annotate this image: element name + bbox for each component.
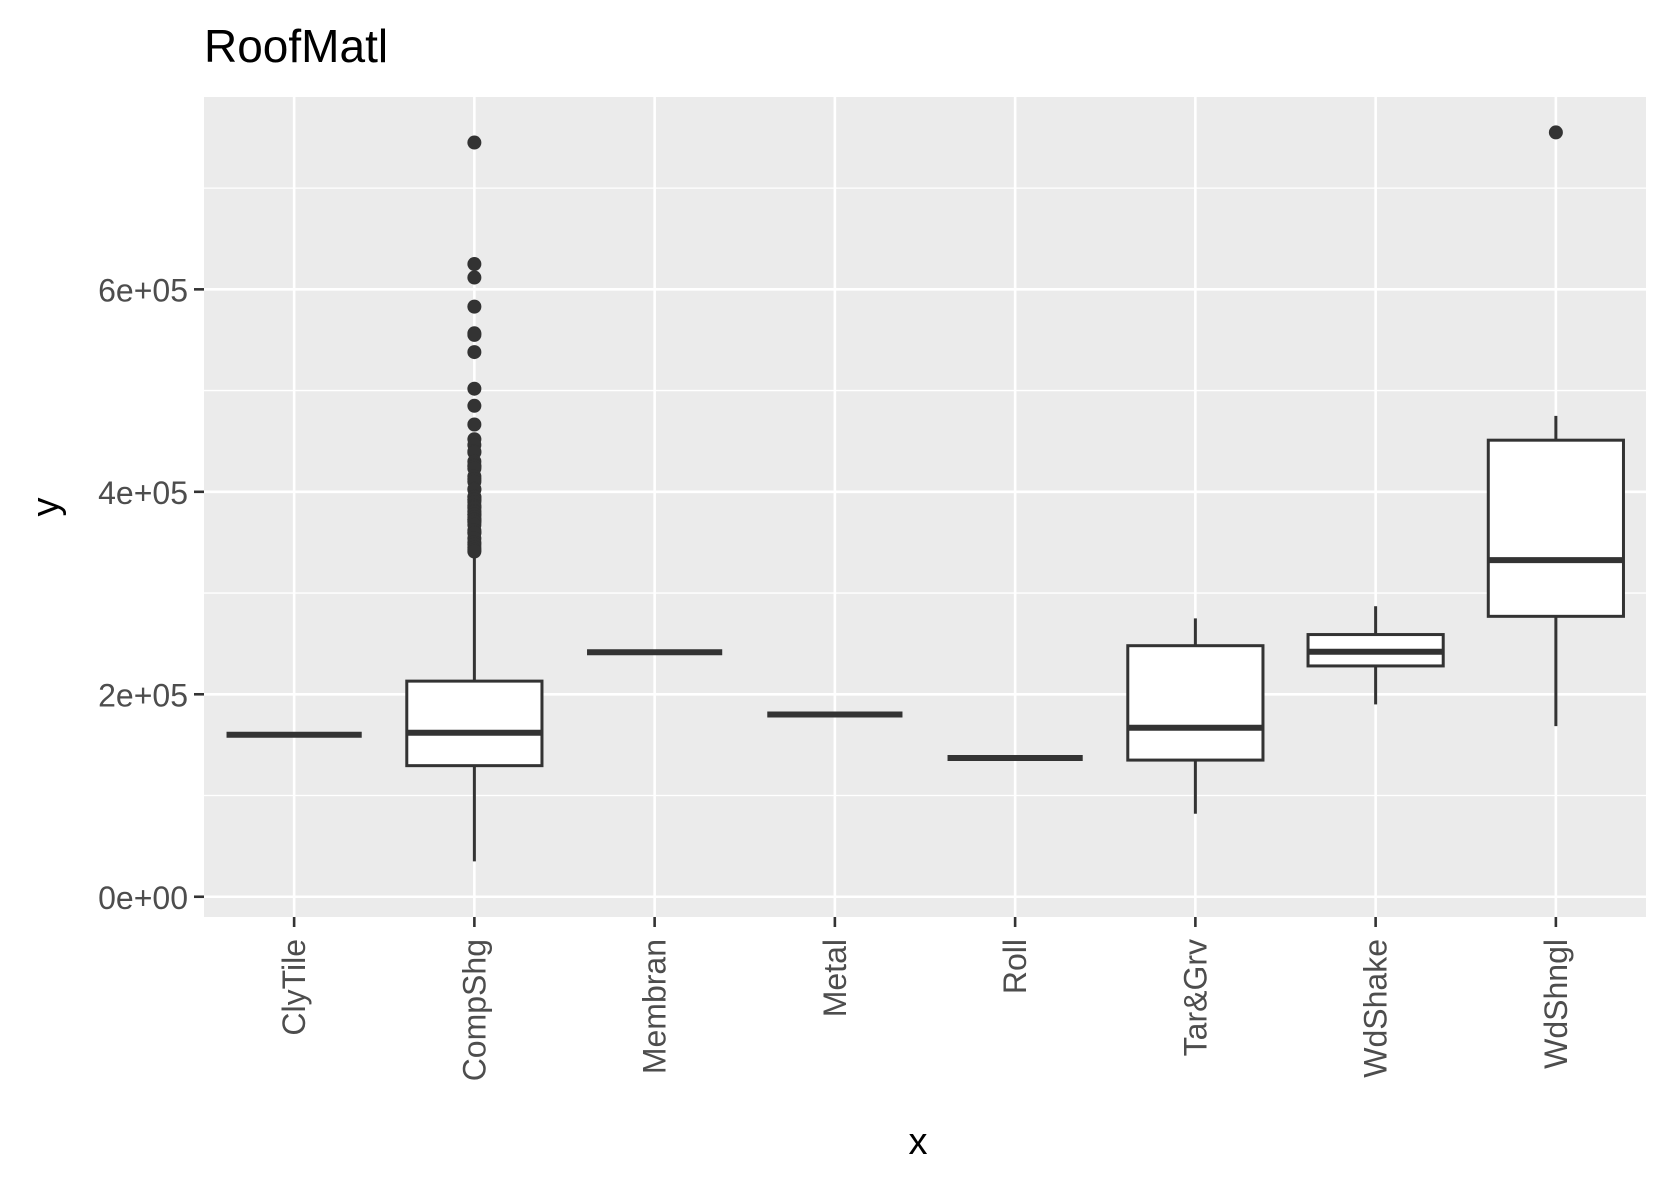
outlier-point (467, 544, 482, 559)
x-tick-label: Roll (997, 939, 1033, 994)
box-iqr (405, 679, 544, 768)
outlier-point (467, 135, 482, 150)
y-axis-label: y (25, 498, 67, 517)
boxplot-series (226, 125, 1625, 862)
y-axis: 0e+00 2e+05 4e+05 6e+05 (98, 272, 204, 916)
y-tick-label: 4e+05 (98, 475, 188, 511)
outlier-point (467, 327, 482, 342)
x-tick-label: WdShake (1358, 939, 1394, 1078)
outlier-point (467, 398, 482, 413)
x-tick-label: Metal (817, 939, 853, 1017)
x-axis-label: x (909, 1121, 928, 1163)
x-axis: ClyTile CompShg Membran Metal Roll Tar&Grv WdS… (276, 917, 1574, 1081)
y-tick-label: 0e+00 (98, 880, 188, 916)
box-iqr (1126, 644, 1265, 762)
outlier-point (467, 417, 482, 432)
x-tick-label: CompShg (456, 939, 492, 1081)
outlier-point (467, 257, 482, 272)
y-tick-label: 2e+05 (98, 677, 188, 713)
outlier-point (467, 270, 482, 285)
box-5 (1126, 618, 1265, 814)
box-iqr (1486, 438, 1625, 618)
outlier-point (467, 381, 482, 396)
outlier-point (467, 299, 482, 314)
x-tick-label: WdShngl (1538, 939, 1574, 1069)
plot-panel (204, 97, 1646, 917)
box-1 (405, 135, 544, 862)
x-tick-label: Membran (637, 939, 673, 1074)
x-tick-label: Tar&Grv (1177, 939, 1213, 1056)
minor-gridlines (204, 187, 1646, 797)
box-7 (1486, 125, 1625, 727)
box-6 (1306, 606, 1445, 705)
outlier-point (467, 345, 482, 360)
x-tick-label: ClyTile (276, 939, 312, 1036)
outlier-point (1548, 125, 1563, 140)
y-tick-label: 6e+05 (98, 272, 188, 308)
chart-title: RoofMatl (204, 20, 388, 72)
